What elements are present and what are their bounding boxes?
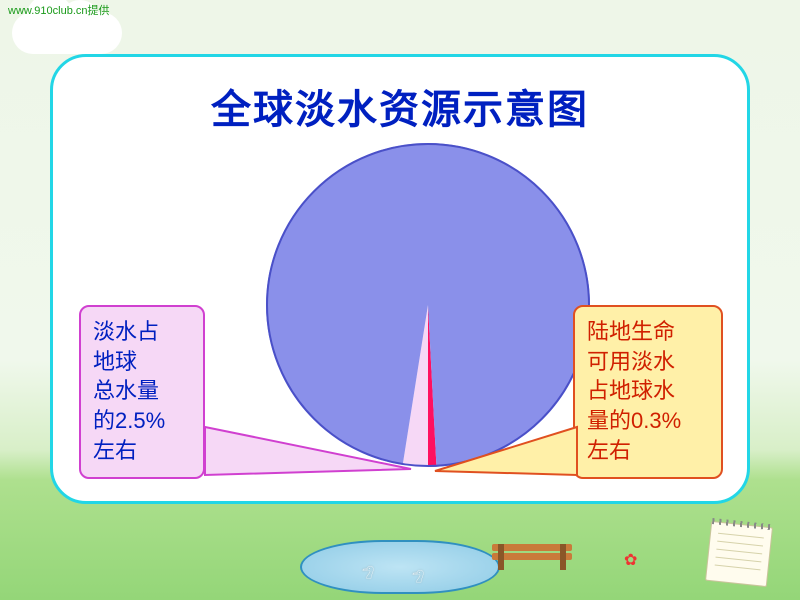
callout-usable: 陆地生命可用淡水占地球水量的0.3%左右 bbox=[573, 305, 723, 479]
callout-usable-text: 陆地生命可用淡水占地球水量的0.3%左右 bbox=[587, 317, 709, 465]
callout-freshwater-text: 淡水占地球总水量的2.5%左右 bbox=[93, 317, 191, 465]
chart-area: 淡水占地球总水量的2.5%左右 陆地生命可用淡水占地球水量的0.3%左右 bbox=[53, 147, 747, 491]
cloud-decor bbox=[12, 12, 122, 54]
watermark-text: www.910club.cn提供 bbox=[8, 2, 110, 18]
chart-title: 全球淡水资源示意图 bbox=[53, 77, 747, 135]
callout-pointer-right bbox=[431, 423, 581, 479]
callout-freshwater: 淡水占地球总水量的2.5%左右 bbox=[79, 305, 205, 479]
content-card: 全球淡水资源示意图 淡水占地球总水量的2.5%左右 陆地生命可用淡水占地球水量的… bbox=[50, 54, 750, 504]
callout-pointer-left bbox=[201, 423, 415, 479]
pie-chart bbox=[266, 143, 590, 467]
